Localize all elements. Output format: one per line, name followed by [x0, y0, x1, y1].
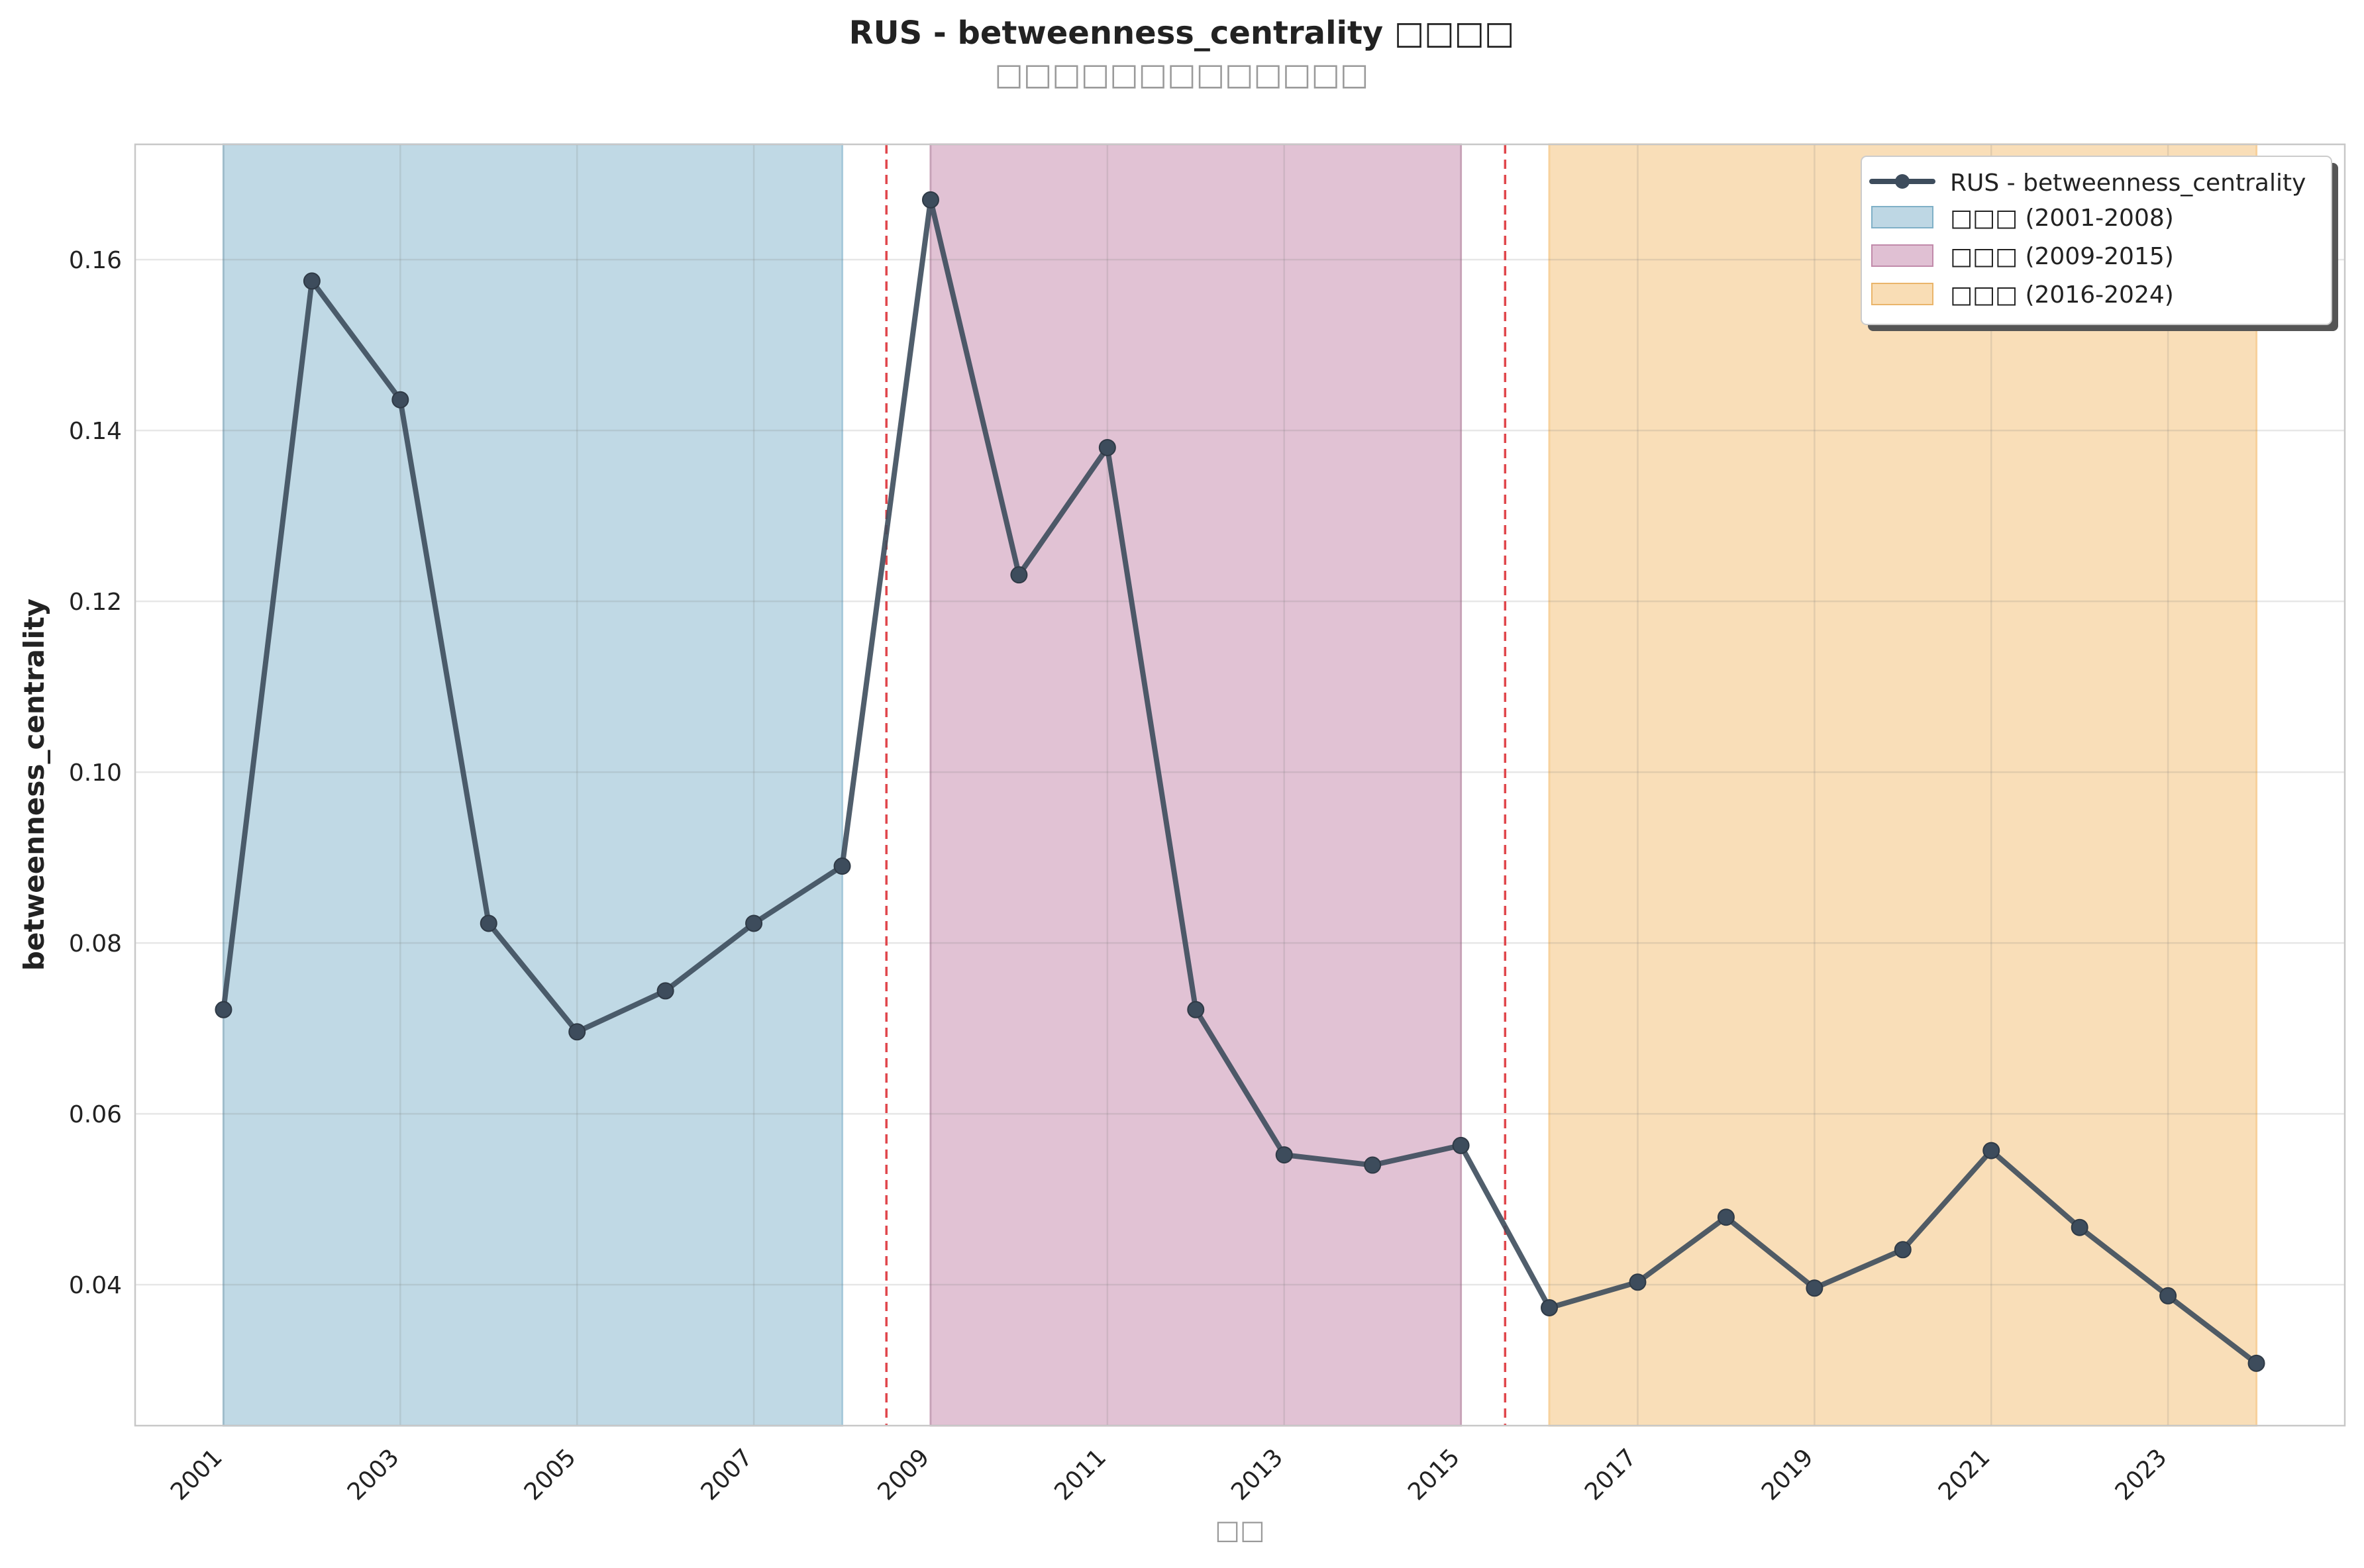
data-point: [2071, 1218, 2088, 1236]
data-point: [303, 272, 321, 290]
data-point: [2159, 1287, 2177, 1304]
grid-lines: [135, 144, 2345, 1426]
legend-swatch-period-3: [1871, 283, 1933, 305]
legend-swatch-period-1: [1871, 206, 1933, 228]
y-tick-label: 0.06: [69, 1101, 122, 1128]
data-point: [656, 982, 674, 1000]
series-group: [215, 191, 2265, 1372]
data-point: [1098, 438, 1116, 456]
data-point: [1010, 566, 1028, 584]
plot-frame: [134, 143, 2346, 1427]
period-band-3: [1548, 143, 2258, 1427]
data-point: [568, 1023, 586, 1041]
data-point: [480, 914, 497, 932]
data-point: [921, 191, 939, 209]
y-tick-label: 0.04: [69, 1272, 122, 1299]
data-point: [833, 858, 851, 875]
data-point: [1364, 1156, 1382, 1174]
legend-label-series: RUS - betweenness_centrality: [1950, 170, 2306, 197]
legend-swatch-period-2: [1871, 244, 1933, 267]
breakpoint-lines: [885, 144, 1507, 1426]
y-axis-ticks: 0.04 0.06 0.08 0.10 0.12 0.14 0.16: [69, 247, 122, 1299]
x-axis-label: □□: [1215, 1515, 1265, 1545]
period-bands: [222, 143, 2258, 1427]
chart-title: RUS - betweenness_centrality □□□□: [849, 15, 1515, 52]
data-point: [1452, 1136, 1470, 1154]
data-point: [215, 1001, 232, 1018]
data-point: [1629, 1273, 1647, 1291]
data-point: [1717, 1208, 1735, 1226]
y-tick-label: 0.14: [69, 418, 122, 445]
data-point: [391, 391, 409, 409]
period-band-1: [222, 143, 844, 1427]
y-tick-label: 0.16: [69, 247, 122, 274]
data-point: [745, 914, 763, 932]
data-point: [1541, 1298, 1559, 1316]
data-point: [1806, 1279, 1824, 1297]
legend-label-period-1: □□□ (2001-2008): [1950, 205, 2174, 232]
data-point: [1982, 1142, 2000, 1159]
data-point: [2247, 1354, 2265, 1372]
series-line: [221, 197, 2259, 1366]
legend: RUS - betweenness_centrality □□□ (2001-2…: [1861, 156, 2338, 331]
data-point: [1275, 1146, 1293, 1164]
y-tick-label: 0.12: [69, 589, 122, 616]
chart-subtitle: □□□□□□□□□□□□□: [994, 56, 1368, 92]
period-band-2: [929, 143, 1463, 1427]
legend-label-period-2: □□□ (2009-2015): [1950, 243, 2174, 270]
legend-box: [1861, 156, 2332, 325]
y-tick-label: 0.10: [69, 760, 122, 787]
y-tick-label: 0.08: [69, 930, 122, 957]
data-point: [1187, 1001, 1205, 1018]
data-point: [1894, 1241, 1912, 1259]
legend-point-marker: [1895, 174, 1910, 189]
y-axis-label: betweenness_centrality: [18, 599, 50, 971]
legend-label-period-3: □□□ (2016-2024): [1950, 281, 2174, 309]
